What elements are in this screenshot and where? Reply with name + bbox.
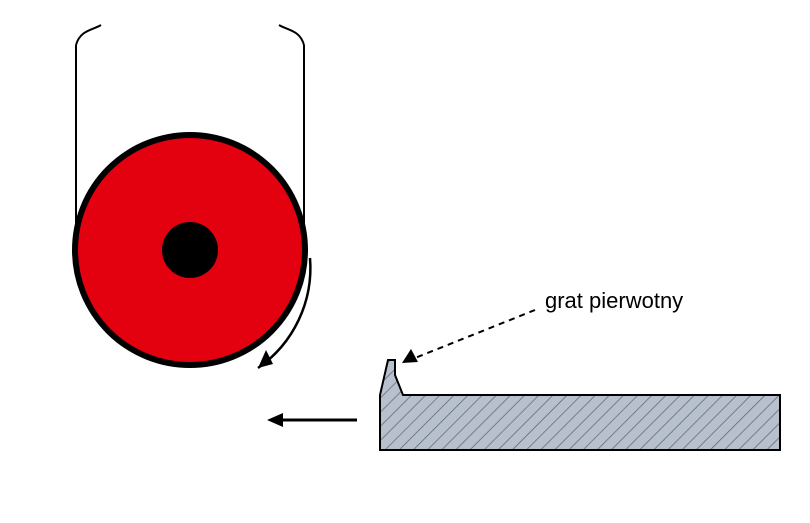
label-arrow: [402, 310, 535, 363]
diagram-canvas: [0, 0, 810, 523]
grinding-wheel: [75, 135, 305, 365]
feed-arrow: [267, 413, 357, 427]
burr-label: grat pierwotny: [545, 288, 683, 314]
workpiece: [370, 350, 790, 460]
